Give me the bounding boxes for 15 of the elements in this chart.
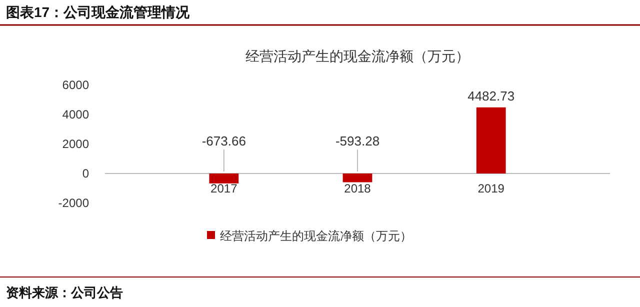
text: 资料来源：公司公告 [6, 285, 123, 300]
legend-label: 经营活动产生的现金流净额（万元） [220, 229, 412, 243]
data-label: -673.66 [202, 134, 246, 148]
data-label: -593.28 [335, 134, 380, 148]
chart-subtitle: 图表17：公司现金流管理情况 [6, 4, 191, 20]
y-tick-label: 0 [82, 166, 90, 180]
x-tick-label: 2019 [478, 182, 505, 196]
data-label: 4482.73 [468, 88, 515, 104]
y-tick-label: 2000 [62, 137, 90, 151]
x-tick-label: 2018 [344, 182, 372, 196]
chart-title: 经营活动产生的现金流净额（万元） [246, 48, 470, 64]
x-tick-label: 2017 [210, 182, 238, 196]
y-tick-label: -2000 [58, 196, 90, 210]
y-tick-label: 6000 [62, 78, 90, 92]
y-tick-label: 4000 [62, 108, 90, 122]
